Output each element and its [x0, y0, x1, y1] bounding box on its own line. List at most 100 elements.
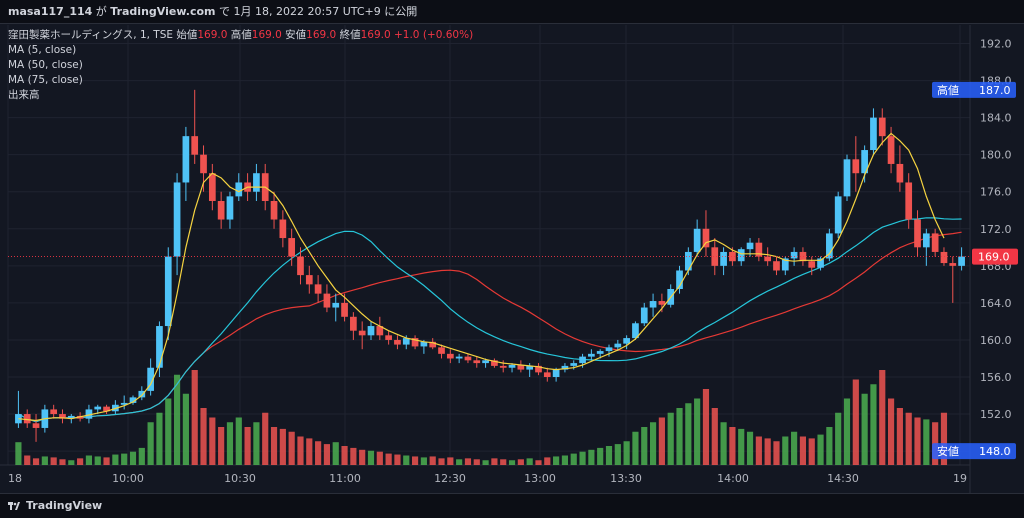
ga-text: が	[95, 5, 107, 18]
candle-body	[429, 341, 437, 348]
candle-body	[649, 301, 657, 308]
candle-body	[288, 238, 296, 257]
tradingview-logo-icon[interactable]	[8, 500, 20, 512]
candle-body	[852, 159, 860, 174]
volume-bar	[306, 438, 313, 465]
legend-volume[interactable]: 出来高	[8, 89, 40, 101]
volume-bar	[887, 398, 895, 465]
volume-bar	[173, 374, 181, 465]
volume-bar	[59, 459, 66, 465]
volume-bar	[923, 419, 930, 465]
volume-bar	[403, 455, 410, 465]
volume-bar	[491, 458, 498, 465]
candle-body	[253, 173, 260, 192]
username[interactable]: masa117_114	[8, 5, 93, 18]
close-value: 169.0	[360, 29, 391, 41]
volume-bar	[165, 398, 172, 465]
candle-body	[217, 201, 225, 220]
legend-ma75[interactable]: MA (75, close)	[8, 74, 83, 86]
candle-body	[129, 397, 137, 403]
symbol-name[interactable]: 窪田製薬ホールディングス, 1, TSE	[8, 29, 174, 41]
y-tick-label: 184.0	[980, 112, 1012, 125]
candle-body	[438, 347, 445, 354]
candle-body	[614, 343, 622, 348]
candle-body	[182, 136, 190, 183]
volume-bar	[77, 458, 84, 465]
candle-body	[279, 219, 287, 239]
candle-body	[887, 136, 895, 164]
candle-body	[385, 335, 392, 340]
low-label: 安値	[285, 29, 307, 41]
legend-ma50[interactable]: MA (50, close)	[8, 59, 83, 71]
volume-bar	[297, 436, 304, 465]
volume-bar	[808, 438, 815, 465]
candle-body	[235, 182, 243, 197]
publish-tail: に公開	[384, 5, 418, 18]
x-tick-label: 13:30	[610, 472, 642, 485]
volume-bar	[420, 457, 427, 465]
volume-bar	[32, 458, 40, 465]
volume-bar	[385, 453, 392, 465]
price-chart[interactable]: 192.0188.0184.0180.0176.0172.0168.0164.0…	[0, 25, 1024, 493]
chart-legend: 窪田製薬ホールディングス, 1, TSE 始値169.0 高値169.0 安値1…	[8, 28, 473, 103]
x-tick-label: 10:00	[112, 472, 144, 485]
high-label: 高値	[230, 29, 252, 41]
tradingview-brand[interactable]: TradingView	[26, 499, 103, 512]
volume-bar	[147, 422, 154, 465]
volume-bar	[729, 427, 736, 465]
y-tick-label: 164.0	[980, 297, 1012, 310]
candle-body	[817, 258, 824, 268]
candle-body	[684, 251, 692, 271]
candle-body	[737, 249, 745, 262]
legend-ma5[interactable]: MA (5, close)	[8, 44, 77, 56]
volume-bar	[940, 412, 948, 465]
candle-body	[341, 302, 348, 317]
volume-bar	[253, 422, 260, 465]
high-marker-badge	[932, 81, 1016, 98]
high-value: 169.0	[251, 29, 282, 41]
y-tick-label: 152.0	[980, 408, 1012, 421]
candle-body	[323, 293, 331, 308]
volume-bar	[367, 450, 375, 465]
candle-body	[958, 256, 965, 266]
volume-bar	[41, 456, 48, 465]
change-value: +1.0 (+0.60%)	[393, 29, 474, 41]
volume-bar	[879, 370, 886, 465]
low-marker-value: 148.0	[979, 445, 1011, 458]
candle-body	[623, 338, 630, 344]
candle-body	[455, 356, 463, 359]
candle-body	[535, 365, 542, 373]
volume-bar	[641, 427, 648, 465]
volume-bar	[544, 457, 551, 465]
volume-bar	[112, 454, 119, 465]
candle-body	[411, 338, 419, 347]
candle-body	[491, 360, 498, 366]
ma5-line	[18, 132, 945, 422]
volume-bar	[632, 431, 639, 465]
candle-body	[693, 228, 701, 252]
volume-bar	[905, 412, 912, 465]
volume-bar	[658, 417, 665, 465]
candle-body	[314, 284, 322, 294]
x-tick-label: 13:00	[524, 472, 556, 485]
candle-body	[949, 263, 957, 266]
candle-body	[50, 409, 58, 415]
candle-body	[826, 233, 833, 259]
volume-bar	[456, 459, 463, 465]
open-value: 169.0	[197, 29, 228, 41]
candle-body	[94, 406, 102, 410]
volume-bar	[244, 427, 251, 465]
candle-body	[305, 275, 313, 285]
candle-body	[843, 159, 851, 197]
volume-bar	[341, 446, 348, 465]
platform-name[interactable]: TradingView.com	[110, 5, 216, 18]
volume-bar	[755, 436, 762, 465]
volume-bar	[711, 408, 718, 465]
publish-datetime: 1月 18, 2022 20:57 UTC+9	[233, 5, 381, 18]
volume-bar	[156, 412, 163, 465]
volume-bar	[68, 460, 75, 465]
volume-bar	[852, 379, 859, 465]
candle-body	[905, 182, 913, 220]
candle-body	[482, 360, 489, 364]
candle-body	[588, 353, 595, 357]
